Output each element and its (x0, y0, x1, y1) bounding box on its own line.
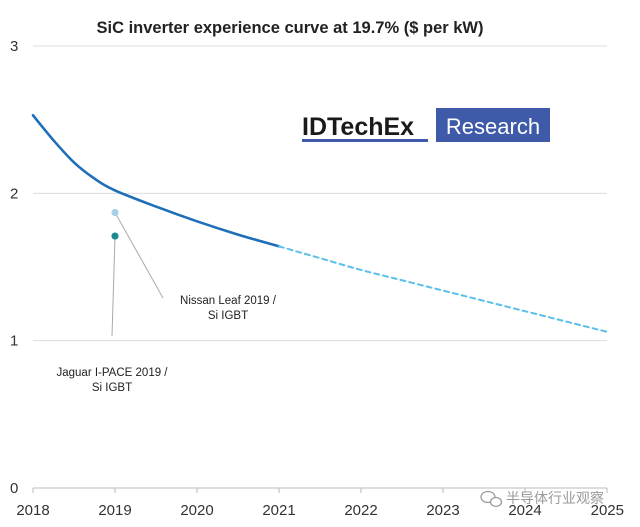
x-tick-label-2018: 2018 (16, 502, 49, 519)
annotation-label-1-line-0: Jaguar I-PACE 2019 / (56, 367, 168, 379)
y-tick-label-2: 2 (10, 185, 18, 202)
chart-title: SiC inverter experience curve at 19.7% (… (96, 19, 483, 37)
y-tick-label-0: 0 (10, 480, 18, 497)
annotation-label-0-line-1: Si IGBT (208, 310, 248, 322)
x-tick-label-2022: 2022 (344, 502, 377, 519)
x-tick-label-2023: 2023 (426, 502, 459, 519)
watermark-text: 半导体行业观察 (506, 490, 604, 507)
data-point-1 (111, 232, 119, 240)
annotation-leader-1 (111, 236, 116, 337)
data-point-0 (111, 208, 119, 217)
x-tick-label-2025: 2025 (591, 502, 624, 519)
tick-labels: 0 1 2 3 2018 2019 2020 2021 2022 2023 2024 2025 (10, 38, 624, 519)
y-tick-label-3: 3 (10, 38, 18, 55)
logo-research-box (436, 108, 550, 142)
x-tick-label-2021: 2021 (262, 502, 295, 519)
watermark: 半导体行业观察 (480, 490, 604, 508)
annotations: Nissan Leaf 2019 / Si IGBT Jaguar I-PACE 2… (56, 208, 277, 394)
annotation-label-0-line-0: Nissan Leaf 2019 / (180, 295, 277, 307)
series-lines (31, 113, 608, 333)
series-line-solid (31, 113, 281, 248)
annotation-label-1-line-1: Si IGBT (92, 382, 132, 394)
logo-text-idtechex: IDTechEx (302, 113, 414, 141)
x-tick-label-2019: 2019 (98, 502, 131, 519)
series-line-dashed (278, 245, 608, 333)
idtechex-logo: IDTechEx Research (302, 108, 550, 142)
annotation-leader-0 (114, 212, 164, 299)
logo-underline (302, 139, 428, 142)
wechat-icon (480, 490, 503, 508)
x-tick-label-2020: 2020 (180, 502, 213, 519)
y-tick-label-1: 1 (10, 333, 18, 350)
logo-text-research: Research (446, 114, 540, 139)
grid-lines (32, 45, 608, 493)
x-tick-label-2024: 2024 (508, 502, 541, 519)
